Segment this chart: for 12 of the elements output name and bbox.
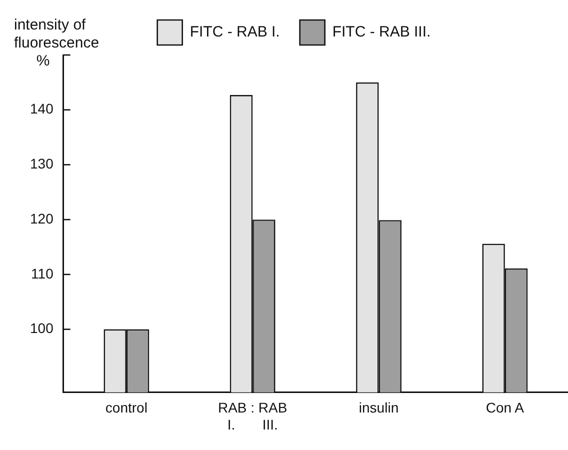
y-tick-label: 110 (31, 265, 54, 282)
x-tick-label: Con A (486, 400, 525, 416)
legend-label: FITC - RAB III. (332, 24, 431, 41)
x-tick-label: RAB : RAB I. III. (218, 400, 288, 432)
y-axis-title: intensity of fluorescence % (14, 16, 100, 70)
y-tick-label: 130 (30, 156, 54, 172)
y-tick-label: 140 (30, 100, 54, 117)
y-tick-label: 100 (30, 320, 54, 336)
y-tick-label: 120 (30, 210, 54, 226)
x-tick-label: insulin (358, 400, 399, 416)
legend-label: FITC - RAB I. (190, 24, 280, 41)
x-tick-label: control (105, 400, 148, 416)
